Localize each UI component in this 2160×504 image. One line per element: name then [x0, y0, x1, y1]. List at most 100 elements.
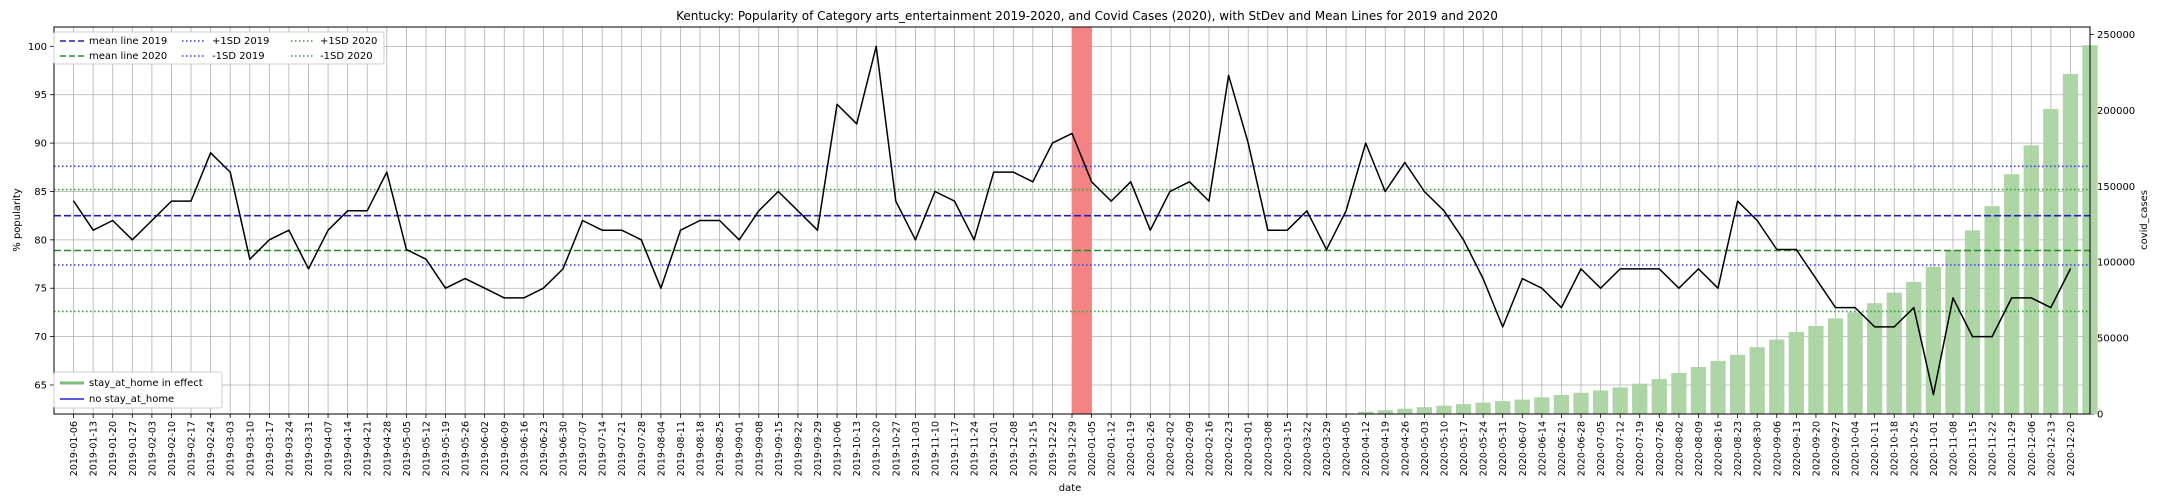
x-tick-label: 2019-02-24 [206, 421, 217, 476]
x-tick-label: 2020-03-08 [1263, 421, 1274, 476]
popularity-point [425, 258, 427, 260]
popularity-point [699, 219, 701, 222]
popularity-point [1365, 142, 1367, 144]
x-tick-label: 2019-05-12 [421, 421, 432, 476]
popularity-point [327, 229, 329, 231]
x-tick-label: 2019-12-15 [1028, 421, 1039, 476]
y-tick-label: 100 [28, 42, 47, 53]
x-tick-label: 2020-01-19 [1126, 421, 1137, 476]
x-tick-label: 2020-09-20 [1811, 421, 1822, 476]
popularity-point [405, 248, 407, 251]
x-tick-label: 2019-06-02 [480, 421, 491, 476]
x-tick-label: 2020-08-09 [1694, 421, 1705, 476]
legend-label-no-stay-at-home: no stay_at_home [89, 394, 174, 405]
x-tick-label: 2019-02-17 [187, 421, 198, 476]
popularity-point [1208, 200, 1210, 202]
covid-case-bar [1573, 392, 1589, 414]
popularity-point [92, 229, 94, 231]
popularity-point [1678, 287, 1680, 289]
popularity-point [112, 219, 114, 222]
popularity-point [640, 239, 642, 241]
popularity-point [1012, 171, 1014, 173]
x-tick-label: 2019-11-17 [950, 421, 961, 476]
popularity-point [151, 219, 153, 222]
x-tick-label: 2020-08-16 [1714, 421, 1725, 476]
y-tick-label: 85 [34, 187, 47, 198]
covid-case-bar [1534, 397, 1550, 414]
covid-case-bar [1475, 402, 1491, 414]
popularity-point [1874, 326, 1876, 328]
popularity-point [503, 297, 505, 299]
popularity-point [875, 45, 877, 47]
covid-case-bar [1769, 339, 1785, 414]
x-tick-label: 2020-04-26 [1400, 421, 1411, 476]
x-axis-label: date [1059, 483, 1082, 494]
popularity-point [1110, 200, 1112, 202]
y2-tick-label: 50000 [2097, 334, 2129, 345]
x-tick-label: 2020-12-20 [2066, 421, 2077, 476]
covid-case-bar [2062, 74, 2079, 414]
popularity-point [1384, 190, 1386, 193]
x-tick-label: 2019-12-01 [989, 421, 1000, 476]
legend-label-mean-2019: mean line 2019 [89, 36, 167, 47]
popularity-point [1267, 229, 1269, 231]
covid-case-bar [1749, 347, 1765, 414]
popularity-point [347, 210, 349, 212]
covid-case-bar [1455, 404, 1472, 414]
x-tick-label: 2019-09-15 [774, 421, 785, 476]
popularity-point [1560, 306, 1563, 309]
covid-case-bar [2004, 174, 2020, 414]
popularity-point [542, 287, 545, 289]
x-tick-label: 2019-08-11 [676, 421, 687, 476]
popularity-point [1482, 277, 1484, 280]
x-tick-label: 2019-03-10 [245, 421, 256, 476]
popularity-point [1854, 306, 1856, 309]
x-tick-label: 2020-10-11 [1870, 421, 1881, 476]
popularity-point [993, 171, 995, 173]
x-tick-label: 2019-08-25 [715, 421, 726, 476]
y2-tick-label: 250000 [2097, 30, 2135, 41]
y2-axis-label: covid_cases [2139, 190, 2150, 250]
x-tick-label: 2019-05-19 [441, 421, 452, 476]
x-tick-label: 2019-03-24 [284, 421, 295, 476]
legend-label-stay-at-home: stay_at_home in effect [89, 378, 203, 389]
x-tick-label: 2020-05-31 [1498, 421, 1509, 476]
x-tick-label: 2020-02-09 [1185, 421, 1196, 476]
x-tick-label: 2019-10-06 [833, 421, 844, 476]
legend-label-sd-plus-2020: +1SD 2020 [320, 36, 377, 47]
popularity-point [1423, 190, 1425, 193]
popularity-point [1776, 248, 1778, 251]
x-tick-label: 2019-06-30 [559, 421, 570, 476]
popularity-point [366, 210, 368, 212]
x-tick-label: 2020-03-01 [1244, 421, 1255, 476]
popularity-point [934, 190, 936, 193]
x-tick-label: 2020-05-03 [1420, 421, 1431, 476]
popularity-point [484, 287, 486, 289]
popularity-point [816, 229, 819, 231]
popularity-point [1345, 210, 1347, 212]
legend-label-sd-minus-2019: -1SD 2019 [212, 51, 265, 62]
x-tick-label: 2020-11-15 [1968, 421, 1979, 476]
x-tick-label: 2019-08-04 [656, 421, 667, 476]
popularity-point [1541, 287, 1543, 289]
popularity-point [758, 210, 760, 212]
popularity-point [72, 200, 75, 202]
x-tick-label: 2019-04-14 [343, 421, 354, 476]
x-tick-label: 2019-12-22 [1048, 421, 1059, 476]
popularity-point [581, 219, 584, 222]
covid-case-bar [1964, 230, 1981, 414]
y2-tick-label: 200000 [2097, 106, 2135, 117]
x-tick-label: 2019-09-29 [813, 421, 824, 476]
popularity-point [1756, 219, 1758, 222]
popularity-point [797, 210, 799, 212]
covid-case-bar [2043, 108, 2059, 414]
x-tick-label: 2020-04-12 [1361, 421, 1372, 476]
plot-area: 2019-01-06 2019-01-13 2019-01-20 2019-01-27… [28, 26, 2135, 476]
x-tick-label: 2019-09-01 [735, 421, 746, 476]
x-tick-label: 2020-05-10 [1439, 421, 1450, 476]
x-tick-label: 2020-01-12 [1107, 421, 1118, 476]
legend-label-mean-2020: mean line 2020 [89, 51, 167, 62]
x-tick-label: 2020-09-27 [1831, 421, 1842, 476]
popularity-point [1893, 326, 1895, 328]
popularity-point [2050, 306, 2052, 309]
